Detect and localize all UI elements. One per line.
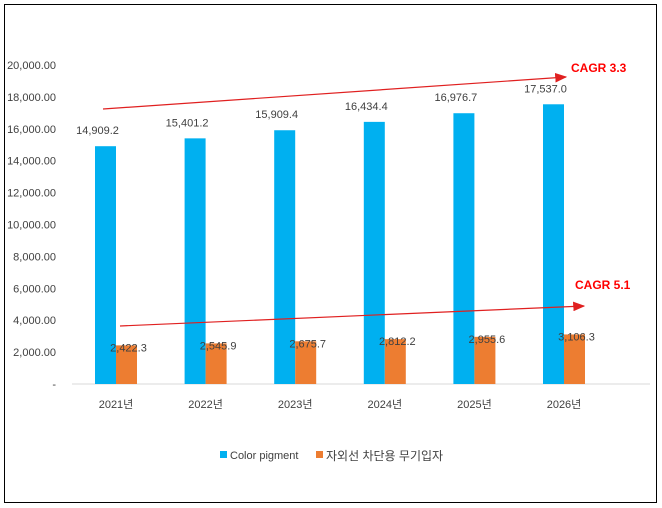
legend-swatch-uv-particle [316, 451, 323, 458]
y-tick-label: - [52, 379, 56, 391]
data-label: 3,106.3 [558, 331, 595, 343]
cagr-arrow-uv-particle [119, 301, 586, 327]
bar-uv-particle [384, 339, 406, 384]
y-tick-label: 20,000.00 [7, 60, 56, 72]
legend-swatch-color-pigment [220, 451, 227, 458]
bar-color-pigment [274, 130, 296, 384]
bar-uv-particle [116, 345, 137, 384]
y-tick-label: 10,000.00 [7, 220, 56, 232]
bar-color-pigment [453, 113, 475, 385]
data-label: 2,675.7 [289, 338, 326, 350]
x-tick-label: 2025년 [457, 398, 492, 411]
x-tick-label: 2023년 [278, 398, 313, 411]
data-label: 16,434.4 [345, 101, 388, 113]
data-label: 15,401.2 [166, 117, 209, 129]
data-label: 2,955.6 [469, 334, 506, 346]
bar-color-pigment [363, 121, 385, 384]
y-tick-label: 8,000.00 [13, 251, 56, 263]
data-label: 2,422.3 [110, 342, 147, 354]
data-label: 2,812.2 [379, 336, 416, 348]
bar-uv-particle [205, 343, 227, 384]
cagr-label: CAGR 5.1 [575, 278, 631, 292]
y-tick-label: 4,000.00 [13, 315, 56, 327]
y-tick-label: 18,000.00 [7, 92, 56, 104]
chart-frame [4, 4, 657, 503]
data-label: 15,909.4 [255, 109, 298, 121]
bar-uv-particle [295, 341, 317, 384]
y-tick-label: 2,000.00 [13, 347, 56, 359]
y-tick-label: 6,000.00 [13, 283, 56, 295]
x-tick-label: 2022년 [188, 398, 223, 411]
data-label: 14,909.2 [76, 125, 119, 137]
y-tick-label: 12,000.00 [7, 188, 56, 200]
y-tick-label: 14,000.00 [7, 156, 56, 168]
bar-color-pigment [95, 146, 116, 384]
cagr-arrow-color-pigment [102, 72, 568, 110]
x-tick-label: 2026년 [547, 398, 582, 411]
x-tick-label: 2024년 [368, 398, 403, 411]
bar-color-pigment [543, 104, 564, 384]
legend-label: 자외선 차단용 무기입자 [326, 449, 443, 463]
legend-label: Color pigment [230, 450, 298, 462]
data-label: 16,976.7 [434, 92, 477, 104]
bar-uv-particle [564, 334, 585, 384]
y-tick-label: 16,000.00 [7, 124, 56, 136]
data-label: 17,537.0 [524, 83, 567, 95]
x-tick-label: 2021년 [99, 398, 134, 411]
cagr-label: CAGR 3.3 [571, 61, 627, 75]
data-label: 2,545.9 [200, 340, 237, 352]
bar-uv-particle [474, 336, 496, 384]
